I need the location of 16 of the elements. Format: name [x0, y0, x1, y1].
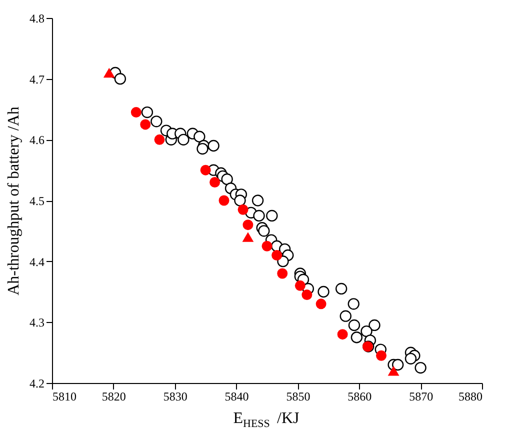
y-tick-label: 4.7 [30, 72, 44, 86]
x-tick-label: 5860 [348, 390, 372, 404]
y-tick-label: 4.5 [30, 194, 44, 208]
y-tick-label: 4.6 [30, 133, 44, 148]
x-tick-label: 5870 [409, 390, 434, 404]
y-tick-label: 4.8 [30, 12, 44, 26]
x-tick-label: 5880 [458, 390, 482, 404]
x-tick-label: 5840 [224, 390, 249, 404]
x-tick-label: 5810 [52, 390, 76, 404]
y-tick-label: 4.4 [30, 254, 44, 269]
y-axis-title: Ah-throughput of battery /Ah [6, 106, 22, 296]
x-tick-label: 5850 [286, 390, 310, 404]
y-tick-label: 4.2 [30, 376, 44, 390]
x-tick-label: 5820 [102, 390, 126, 404]
x-tick-label: 5830 [163, 390, 188, 404]
y-tick-label: 4.3 [30, 316, 44, 330]
